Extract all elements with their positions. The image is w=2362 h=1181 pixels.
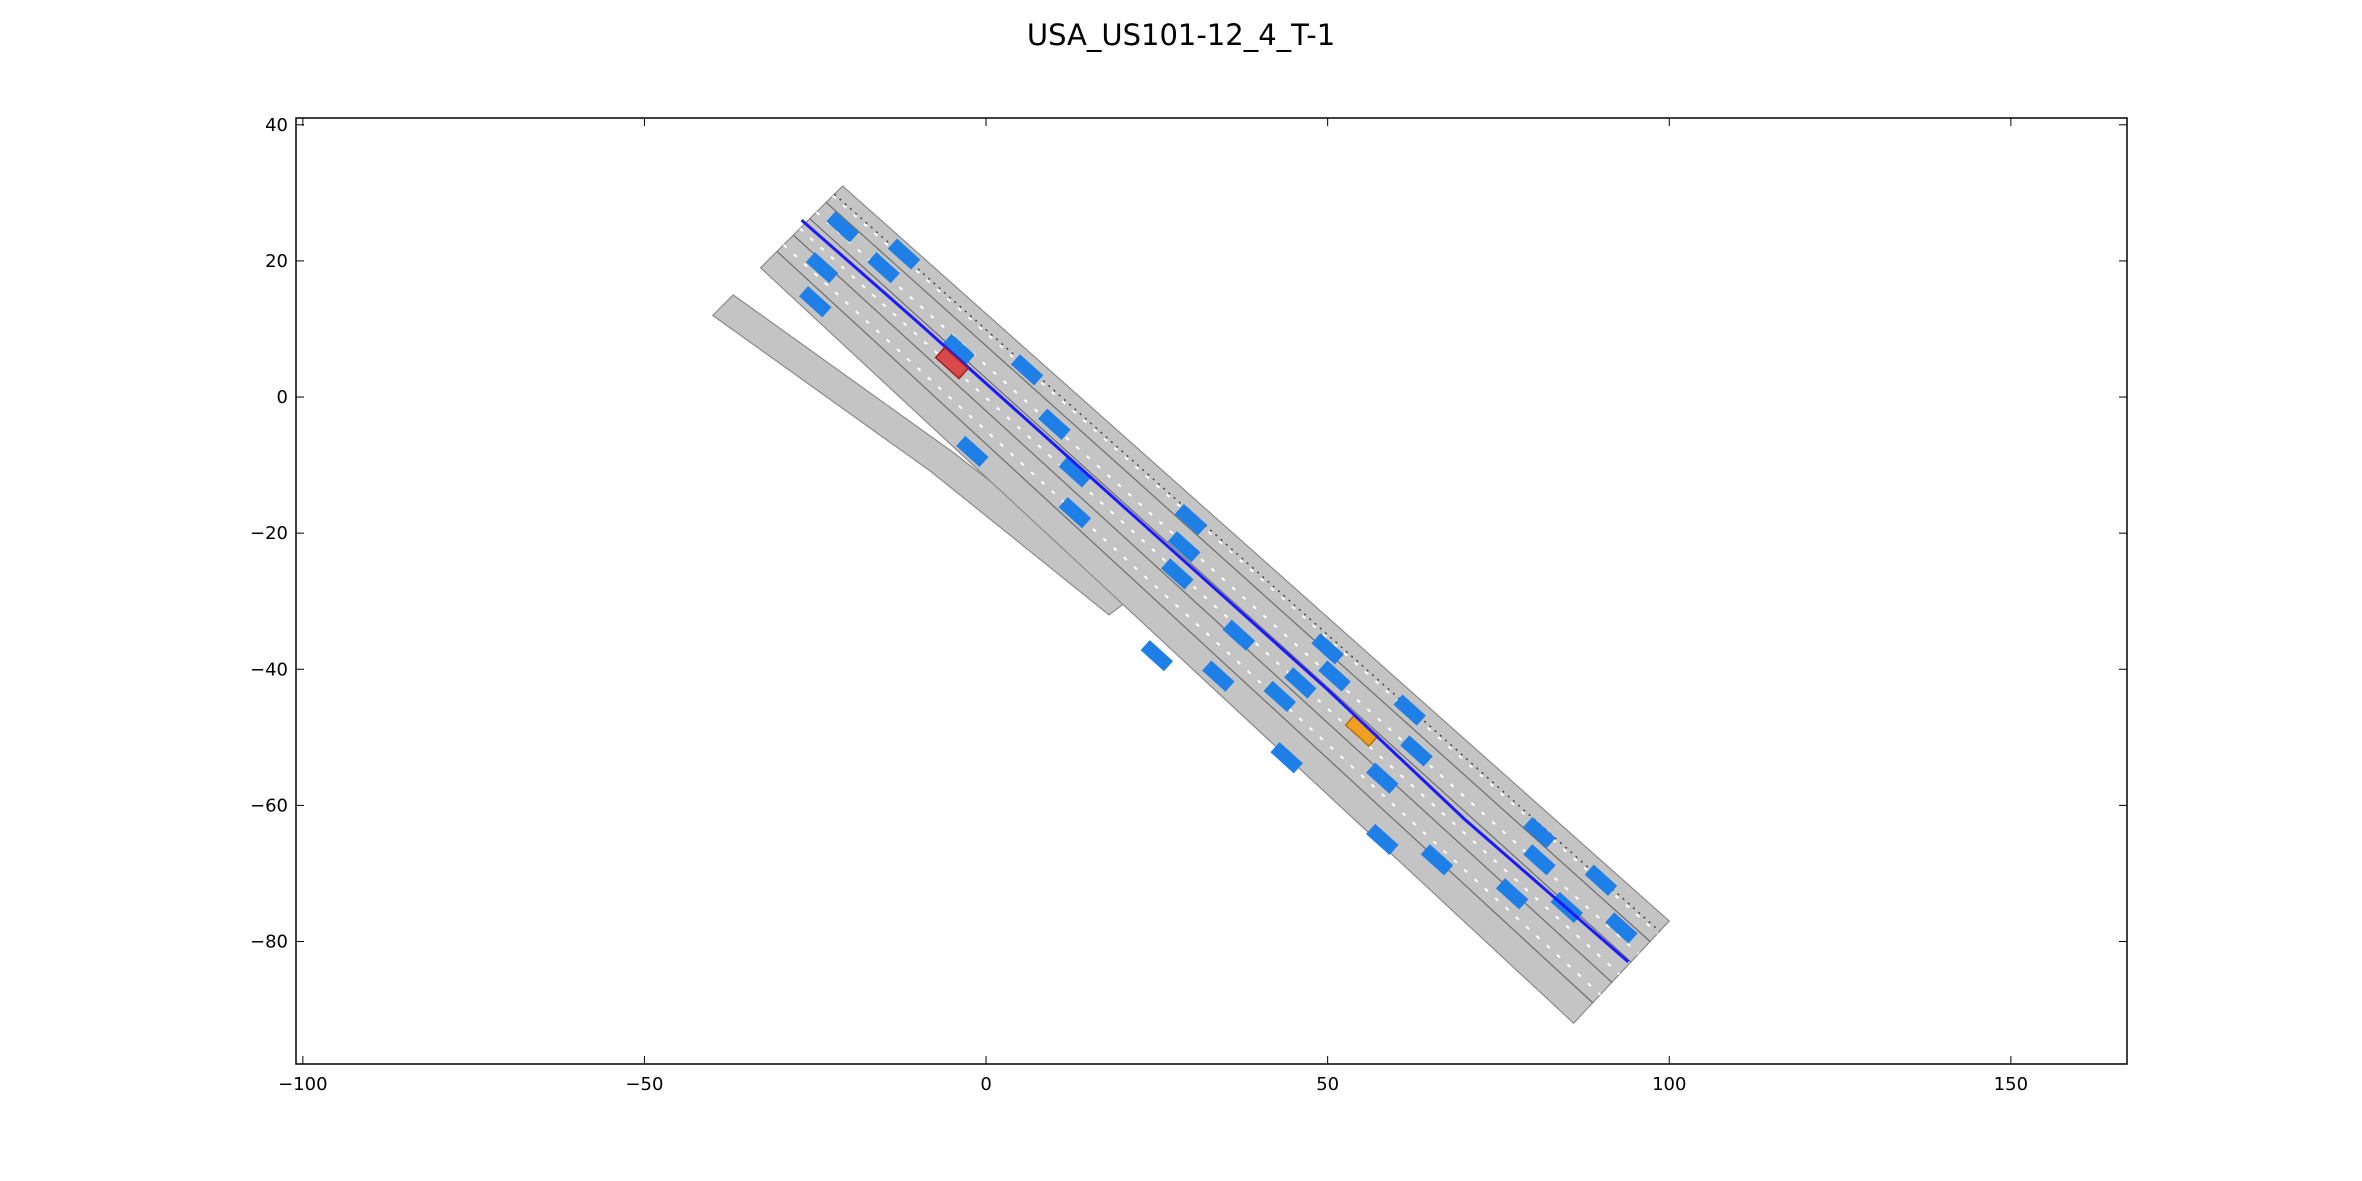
x-tick-label: 150	[1994, 1074, 2028, 1095]
vehicle	[1263, 680, 1297, 713]
y-tick-label: 20	[265, 251, 288, 272]
vehicle-body	[1167, 531, 1201, 563]
vehicle-body	[1038, 408, 1071, 440]
vehicle	[1222, 619, 1256, 651]
vehicle	[1605, 912, 1638, 944]
main-road	[759, 185, 1671, 1025]
lane-marking	[782, 244, 1602, 996]
vehicle-body	[1311, 633, 1344, 665]
vehicle	[1523, 817, 1556, 849]
vehicle-body	[805, 252, 839, 284]
vehicle-body	[1366, 823, 1399, 855]
vehicle-body	[1318, 660, 1351, 692]
vehicle-body	[887, 238, 921, 270]
y-tick-label: 0	[277, 387, 288, 408]
vehicle	[826, 211, 859, 243]
vehicle-body	[1420, 844, 1454, 876]
vehicle	[1270, 742, 1303, 774]
vehicle-body	[1393, 694, 1426, 726]
vehicle	[1284, 667, 1317, 699]
x-tick-label: −100	[278, 1074, 327, 1095]
y-tick-label: 40	[265, 115, 288, 136]
vehicle	[1400, 735, 1433, 767]
vehicle	[1523, 844, 1556, 876]
vehicle-body	[1222, 619, 1256, 651]
lane-divider	[776, 250, 1594, 1004]
vehicle-body	[867, 252, 900, 284]
vehicle-body	[1174, 503, 1208, 536]
plot-area	[711, 185, 1671, 1025]
vehicle	[1366, 823, 1399, 855]
vehicle	[1038, 408, 1071, 440]
vehicle-body	[1270, 742, 1303, 774]
vehicle-body	[956, 435, 989, 468]
lane-marking	[832, 195, 1659, 935]
vehicle	[1167, 531, 1201, 563]
axis-ticks: −100 −50 0 50 100 150 40 20 0 −20 −40 −60 −80	[250, 115, 2127, 1095]
vehicle	[887, 238, 921, 270]
vehicle	[1393, 694, 1426, 726]
y-tick-label: −40	[250, 659, 288, 680]
vehicle	[956, 435, 989, 468]
vehicle-body	[942, 333, 975, 365]
vehicle-body	[1058, 456, 1092, 488]
vehicle	[1318, 660, 1351, 692]
x-tick-label: 100	[1652, 1074, 1686, 1095]
lane-divider	[792, 234, 1613, 983]
vehicle-body	[1263, 680, 1297, 713]
vehicle	[1161, 558, 1194, 590]
vehicle-body	[1523, 844, 1556, 876]
x-tick-label: −50	[625, 1074, 663, 1095]
vehicle	[942, 333, 975, 365]
vehicle	[805, 252, 839, 284]
vehicle-body	[799, 286, 832, 318]
ego-vehicle	[934, 346, 970, 380]
vehicle	[867, 252, 900, 284]
vehicle-body	[1605, 912, 1638, 944]
vehicle-body	[1400, 735, 1433, 767]
vehicle	[1202, 660, 1235, 692]
x-tick-label: 0	[980, 1074, 991, 1095]
lane-marking	[799, 227, 1621, 975]
vehicle-body	[1010, 354, 1044, 386]
plot-frame	[295, 117, 2128, 1065]
vehicle-body	[1366, 762, 1399, 794]
chart-title: USA_US101-12_4_T-1	[1027, 18, 1335, 52]
vehicle	[1174, 503, 1208, 536]
ego-vehicle-body	[934, 346, 970, 380]
lane-marking-dotted	[833, 193, 1661, 932]
y-tick-label: −80	[250, 931, 288, 952]
lane-divider	[825, 201, 1651, 942]
vehicle-body	[1202, 660, 1235, 692]
vehicle	[1366, 762, 1399, 794]
vehicle	[1311, 633, 1344, 665]
vehicle	[1140, 640, 1174, 672]
vehicle	[1420, 844, 1454, 876]
lane-divider	[809, 218, 1632, 963]
vehicle-body	[1161, 558, 1194, 590]
vehicle	[1010, 354, 1044, 386]
x-tick-label: 50	[1316, 1074, 1339, 1095]
vehicle-body	[1584, 864, 1618, 896]
ramp-road	[711, 294, 1138, 616]
vehicle-body	[1284, 667, 1317, 699]
vehicle-body	[1495, 878, 1529, 910]
vehicle	[1058, 456, 1092, 488]
y-tick-label: −20	[250, 523, 288, 544]
y-tick-label: −60	[250, 795, 288, 816]
vehicle	[799, 286, 832, 318]
vehicle	[1495, 878, 1529, 910]
vehicle-body	[826, 211, 859, 243]
vehicle-body	[1523, 817, 1556, 849]
vehicle-body	[1058, 497, 1092, 529]
vehicle	[1584, 864, 1618, 896]
vehicle	[1058, 497, 1092, 529]
planned-path	[800, 218, 1630, 964]
vehicle-body	[1140, 640, 1174, 672]
